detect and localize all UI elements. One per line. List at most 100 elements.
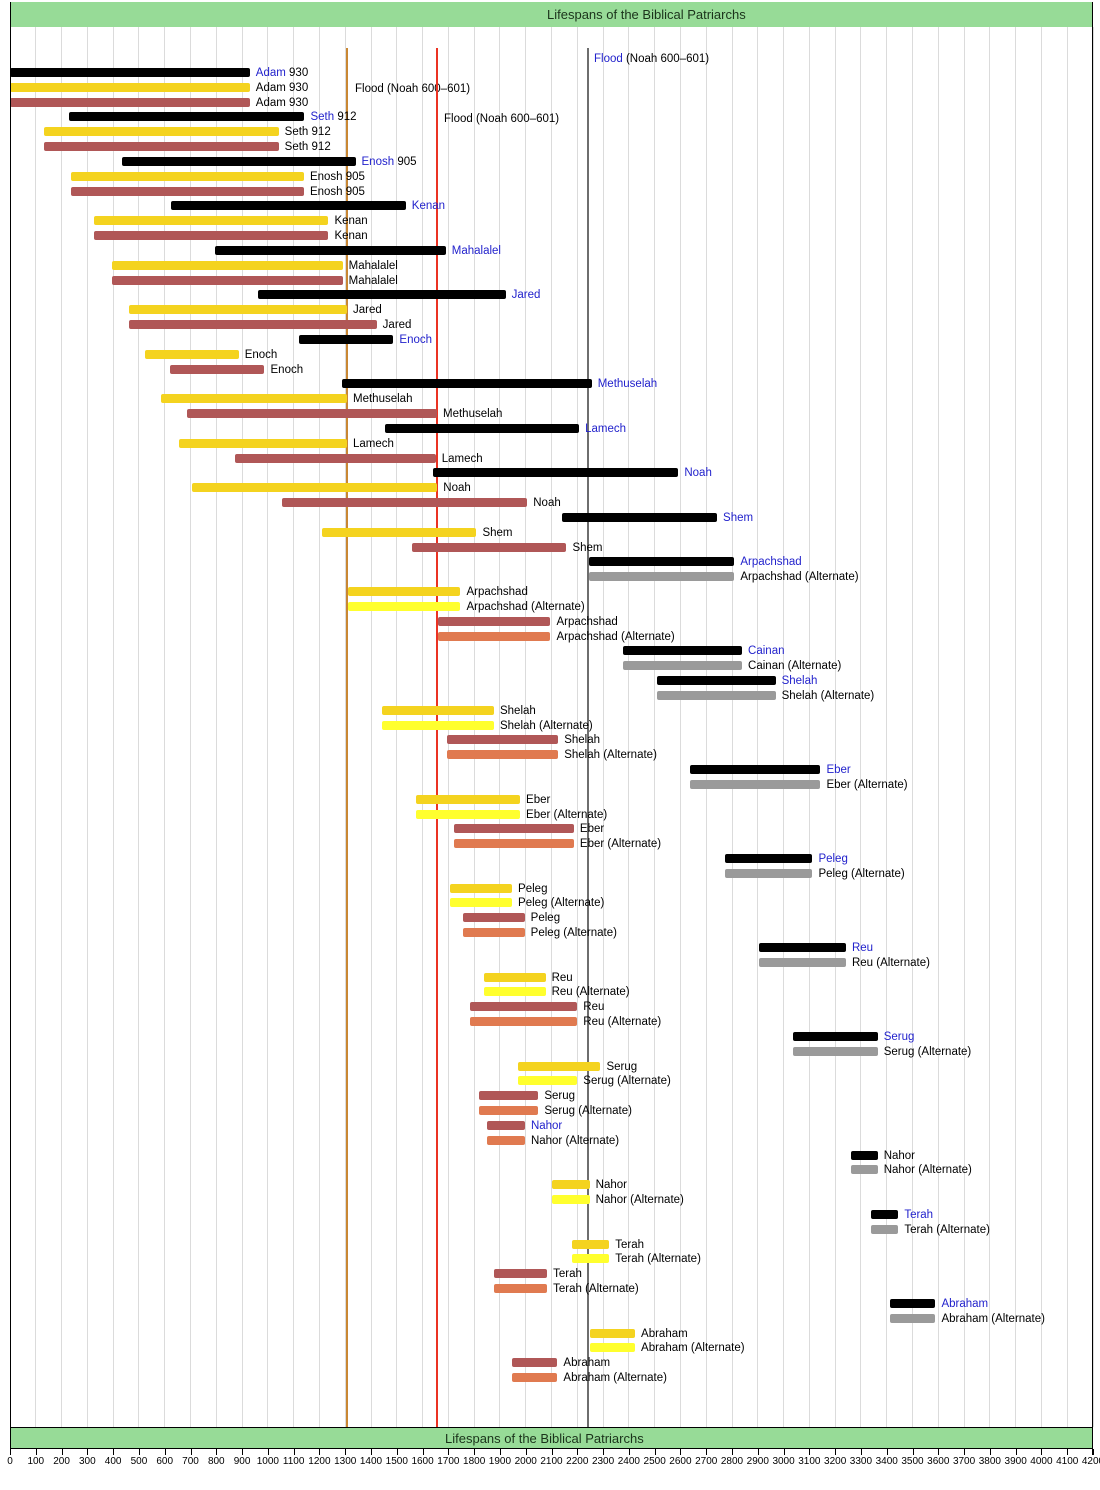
axis-tick-label: 4000	[1030, 1456, 1053, 1467]
lifespan-bar-nahor-bright_yellow	[551, 1195, 590, 1205]
axis-tick	[654, 1449, 656, 1455]
lifespan-bar-adam-yellow	[10, 82, 250, 92]
bar-label: Shelah (Alternate)	[564, 749, 657, 761]
axis-tick	[87, 1449, 89, 1455]
bar-label: Jared	[383, 319, 412, 331]
bar-label-name: Lamech	[441, 452, 483, 465]
axis-tick-label: 2700	[695, 1456, 718, 1467]
axis-tick	[551, 1449, 553, 1455]
bar-label-name: Serug (Alternate)	[583, 1075, 671, 1088]
gridline	[215, 27, 217, 1427]
axis-tick	[242, 1449, 244, 1455]
lifespan-bar-nahor-gray	[850, 1165, 878, 1175]
axis-tick-label: 3400	[875, 1456, 898, 1467]
lifespan-bar-peleg-gray	[725, 868, 813, 878]
bar-label: Enosh 905	[310, 186, 365, 198]
bar-label-name: Noah	[443, 482, 471, 495]
bar-label-name: Jared	[511, 289, 541, 302]
bar-label: Peleg	[531, 912, 560, 924]
gridline	[190, 27, 191, 1427]
lifespan-bar-eber-gray	[690, 779, 821, 789]
axis-tick-label: 2500	[643, 1456, 666, 1467]
lifespan-bar-reu-bright_yellow	[483, 987, 546, 997]
lifespan-bar-abraham-dark_red	[512, 1358, 558, 1368]
lifespan-bar-cainan-black	[623, 646, 743, 656]
axis-tick-label: 1400	[359, 1456, 383, 1467]
axis-tick-label: 2800	[720, 1456, 744, 1467]
bar-label: Enoch	[271, 364, 304, 376]
lifespan-bar-enoch-black	[299, 334, 394, 344]
bar-label-name: Arpachshad (Alternate)	[466, 600, 585, 613]
gridline	[834, 27, 836, 1427]
bar-label-name: Arpachshad	[556, 615, 618, 628]
gridline	[602, 27, 604, 1427]
axis-tick-label: 2400	[617, 1456, 640, 1467]
bar-label: Eber	[526, 794, 550, 806]
axis-tick-label: 700	[182, 1456, 199, 1467]
bar-label: Seth 912	[285, 141, 331, 153]
bar-label: Peleg (Alternate)	[518, 897, 604, 909]
lifespan-bar-jared-dark_red	[128, 320, 377, 330]
bar-label-name: Adam 930	[255, 96, 309, 109]
bar-label: Nahor	[884, 1150, 915, 1162]
bar-label-name: Reu (Alternate)	[851, 956, 930, 969]
bar-label: Shelah (Alternate)	[782, 690, 875, 702]
bar-label: Arpachshad (Alternate)	[466, 601, 584, 613]
bar-label-name: Nahor (Alternate)	[530, 1134, 620, 1147]
bar-label-name: Peleg (Alternate)	[518, 897, 605, 910]
bar-label: Reu	[552, 972, 573, 984]
bar-label-name: Mahalalel	[348, 274, 398, 287]
gridline	[370, 27, 372, 1427]
gridline	[576, 27, 578, 1427]
lifespan-bar-mahalalel-dark_red	[111, 275, 343, 285]
bar-label: Cainan (Alternate)	[748, 660, 841, 672]
bar-label-name: Reu	[551, 971, 573, 984]
bar-label: Mahalalel	[349, 260, 398, 272]
bar-label: Abraham	[563, 1357, 610, 1369]
lifespan-bar-serug-black	[792, 1031, 878, 1041]
bar-label: Abraham	[641, 1328, 688, 1340]
lifespan-bar-lamech-dark_red	[235, 453, 436, 463]
bar-label-lifespan: 905	[394, 155, 417, 168]
bar-label: Peleg (Alternate)	[818, 868, 904, 880]
bar-label: Mahalalel	[452, 245, 501, 257]
bar-label-name: Shelah (Alternate)	[564, 749, 657, 762]
bar-label-name: Serug	[606, 1060, 638, 1073]
bar-label-name: Terah (Alternate)	[615, 1253, 701, 1266]
axis-tick	[190, 1449, 192, 1455]
bar-label: Arpachshad	[466, 586, 527, 598]
bar-label: Arpachshad (Alternate)	[556, 631, 674, 643]
axis-tick	[1067, 1449, 1069, 1455]
axis-tick-label: 1200	[308, 1456, 331, 1467]
lifespan-bar-reu-dark_red	[470, 1002, 578, 1012]
axis-tick	[448, 1449, 450, 1455]
gridline	[654, 27, 656, 1427]
bar-label-name: Jared	[353, 304, 382, 317]
bar-label: Serug (Alternate)	[544, 1105, 632, 1117]
axis-tick-label: 3100	[798, 1456, 821, 1467]
gridline	[61, 27, 63, 1427]
axis-tick	[628, 1449, 630, 1455]
lifespan-bar-kenan-dark_red	[93, 231, 329, 241]
flood-label-detail: (Noah 600–601)	[622, 53, 710, 65]
axis-tick	[938, 1449, 940, 1455]
bar-label-name: Serug	[544, 1090, 576, 1103]
axis-tick	[293, 1449, 295, 1455]
flood-event-label: Flood (Noah 600–601)	[355, 83, 470, 95]
bar-label: Enoch	[399, 334, 432, 346]
bar-label-name: Shelah	[499, 704, 536, 717]
axis-tick-label: 600	[156, 1456, 174, 1467]
lifespan-bar-eber-dark_red	[454, 824, 574, 834]
flood-label-name: Flood	[355, 83, 384, 95]
bar-label-name: Arpachshad (Alternate)	[556, 630, 675, 643]
lifespan-bar-terah-bright_yellow	[571, 1254, 610, 1264]
lifespan-bar-reu-gray	[758, 957, 846, 967]
gridline	[963, 27, 965, 1427]
axis-tick	[603, 1449, 605, 1455]
bar-label: Terah (Alternate)	[615, 1253, 701, 1265]
bar-label: Jared	[512, 289, 541, 301]
bar-label: Abraham (Alternate)	[641, 1342, 745, 1354]
axis-tick-label: 1100	[282, 1456, 305, 1467]
bar-label-name: Arpachshad	[466, 586, 528, 599]
bar-label: Eber (Alternate)	[526, 809, 607, 821]
